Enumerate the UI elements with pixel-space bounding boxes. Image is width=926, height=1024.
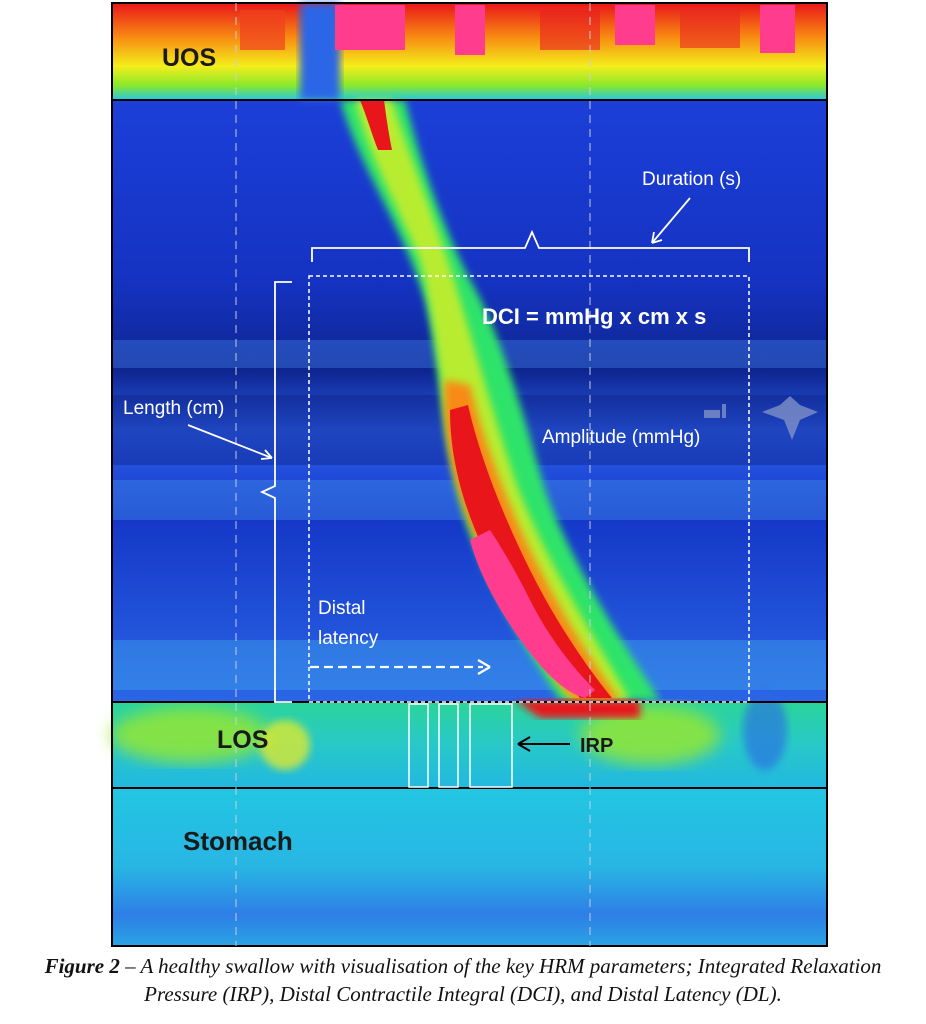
guide-lines — [235, 3, 591, 946]
length-bracket — [259, 281, 292, 703]
distal-latency-label-line2: latency — [318, 628, 379, 649]
length-arrow — [187, 424, 273, 459]
uos-hotspots — [240, 3, 795, 100]
duration-label: Duration (s) — [642, 169, 741, 190]
irp-arrowhead — [517, 736, 531, 752]
los-hotspots — [110, 690, 787, 770]
region-borders — [111, 2, 828, 947]
irp-boxes — [408, 703, 513, 788]
stomach-label: Stomach — [183, 826, 293, 856]
length-arrowhead — [260, 449, 273, 460]
peristaltic-wave — [340, 100, 660, 718]
figure-caption: Figure 2 – A healthy swallow with visual… — [20, 952, 906, 1008]
hrm-figure: UOS LOS Stomach Duration (s) DCI = mmHg … — [110, 2, 828, 947]
los-label: LOS — [217, 726, 268, 754]
stomach-band — [112, 788, 827, 946]
duration-bracket — [311, 229, 750, 262]
length-label: Length (cm) — [123, 398, 224, 419]
dci-label: DCI = mmHg x cm x s — [482, 304, 706, 329]
duration-arrowhead — [651, 231, 663, 244]
distal-latency-arrowhead — [477, 659, 491, 675]
duration-arrow — [651, 197, 691, 244]
dci-box — [308, 275, 750, 703]
uos-label: UOS — [162, 44, 216, 72]
amplitude-artifact — [704, 396, 818, 440]
distal-latency-label-line1: Distal — [318, 598, 366, 619]
amplitude-label: Amplitude (mmHg) — [542, 427, 700, 448]
caption-text: – A healthy swallow with visualisation o… — [119, 954, 882, 1006]
caption-label: Figure 2 — [44, 954, 120, 978]
irp-label: IRP — [580, 735, 613, 757]
